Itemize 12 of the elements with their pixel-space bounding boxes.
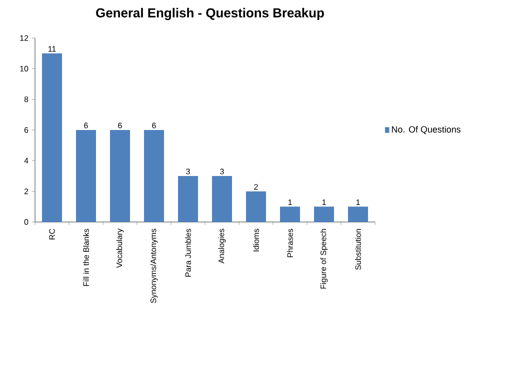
bar (42, 53, 62, 222)
bar (76, 130, 96, 222)
bar (280, 206, 300, 222)
chart-title: General English - Questions Breakup (96, 8, 324, 20)
legend-label: No. Of Questions (392, 126, 461, 134)
bar (246, 191, 266, 222)
bar (212, 176, 232, 222)
bar (110, 130, 130, 222)
bar (348, 206, 368, 222)
bar (178, 176, 198, 222)
bar (144, 130, 164, 222)
bar (314, 206, 334, 222)
